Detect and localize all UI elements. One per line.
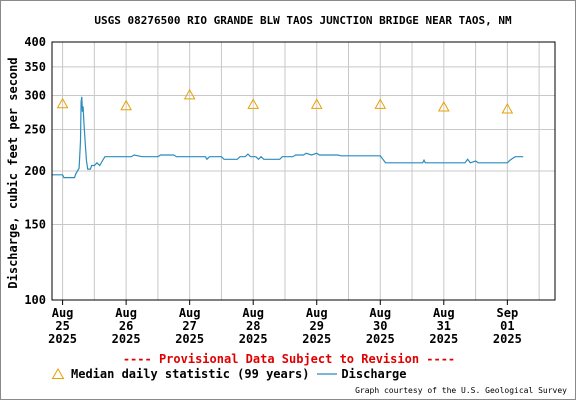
y-tick-label: 150 — [24, 218, 46, 232]
x-tick-label: 26 — [119, 319, 133, 333]
legend-label-discharge: Discharge — [341, 367, 407, 381]
x-tick-label: Aug — [179, 306, 201, 320]
legend: Median daily statistic (99 years) Discha… — [51, 367, 406, 381]
x-tick-label: Aug — [115, 306, 137, 320]
provisional-notice: ---- Provisional Data Subject to Revisio… — [122, 352, 456, 366]
y-axis-label: Discharge, cubic feet per second — [6, 57, 20, 288]
median-marker — [183, 88, 196, 100]
legend-item-median: Median daily statistic (99 years) — [51, 367, 309, 381]
triangle-icon — [51, 368, 65, 379]
median-markers — [56, 88, 514, 114]
median-marker — [56, 97, 69, 109]
median-marker — [501, 103, 514, 114]
y-tick-labels: 100 150 200 250 300 350 400 — [24, 35, 46, 307]
x-tick-label: 2025 — [366, 332, 395, 346]
credit-text: Graph courtesy of the U.S. Geological Su… — [355, 386, 567, 395]
x-tick-label: Aug — [242, 306, 264, 320]
x-tick-label: 2025 — [112, 332, 141, 346]
median-marker — [120, 99, 132, 111]
x-tick-label: 29 — [310, 319, 324, 333]
legend-label-median: Median daily statistic (99 years) — [71, 367, 310, 381]
y-tick-label: 400 — [24, 35, 46, 49]
x-tick-label: 2025 — [493, 332, 522, 346]
median-marker — [437, 101, 450, 112]
x-tick-label: 27 — [182, 319, 196, 333]
y-tick-label: 350 — [24, 60, 46, 74]
x-tick-label: 2025 — [175, 332, 204, 346]
x-tick-label: Aug — [52, 306, 74, 320]
x-tick-label: 2025 — [239, 332, 268, 346]
x-tick-label: Aug — [306, 306, 328, 320]
x-tick-label: 30 — [373, 319, 387, 333]
line-icon — [317, 373, 338, 375]
chart-title: USGS 08276500 RIO GRANDE BLW TAOS JUNCTI… — [94, 14, 512, 27]
x-tick-label: 31 — [437, 319, 451, 333]
y-tick-label: 200 — [24, 164, 46, 178]
x-tick-label: Sep — [497, 306, 519, 320]
legend-item-discharge: Discharge — [317, 367, 406, 381]
x-tick-labels: Aug252025Aug262025Aug272025Aug282025Aug2… — [48, 300, 522, 346]
y-tick-label: 300 — [24, 89, 46, 103]
x-tick-label: 28 — [246, 319, 260, 333]
y-tick-label: 100 — [24, 293, 46, 307]
y-tick-label: 250 — [24, 122, 46, 136]
median-marker — [374, 98, 387, 109]
median-marker — [247, 98, 260, 109]
x-tick-label: Aug — [433, 306, 455, 320]
discharge-line — [52, 96, 524, 179]
x-tick-label: Aug — [369, 306, 391, 320]
plot-frame — [51, 41, 556, 301]
x-tick-label: 01 — [500, 319, 514, 333]
x-tick-label: 2025 — [302, 332, 331, 346]
x-tick-label: 2025 — [48, 332, 77, 346]
x-tick-label: 25 — [55, 319, 69, 333]
median-marker — [310, 98, 323, 109]
x-tick-label: 2025 — [429, 332, 458, 346]
grid-lines — [52, 41, 555, 301]
